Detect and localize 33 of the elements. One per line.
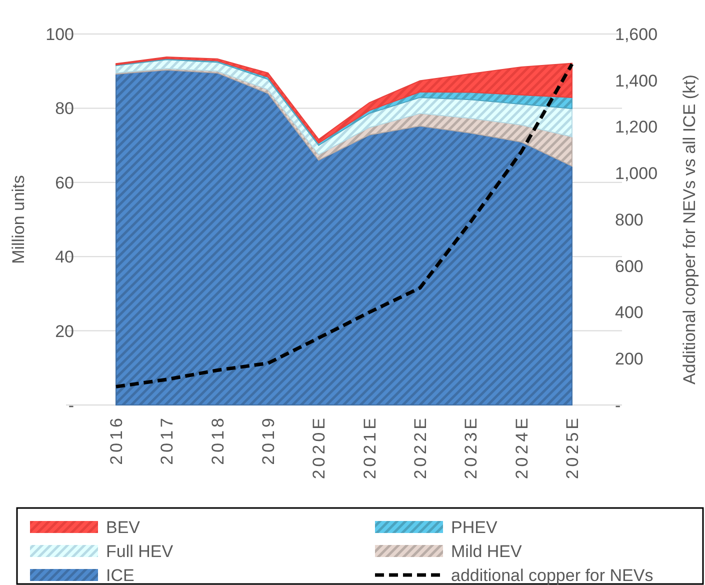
legend-label: ICE <box>106 566 134 585</box>
y-tick-label: 20 <box>55 322 74 341</box>
y2-tick-label: 1,000 <box>615 164 658 184</box>
legend-label: PHEV <box>451 518 498 537</box>
y-tick-label: - <box>68 396 74 415</box>
y-tick-label: 100 <box>46 24 74 44</box>
y2-tick-label: 1,200 <box>615 118 658 137</box>
x-tick-label: 2016 <box>106 415 126 465</box>
y-tick-label: 60 <box>55 173 74 192</box>
x-tick-label: 2017 <box>158 415 177 465</box>
y2-tick-label: 200 <box>615 350 644 369</box>
y-tick-label: 80 <box>55 99 74 118</box>
legend-label: additional copper for NEVs <box>451 566 654 585</box>
y2-axis-title: Additional copper for NEVs vs all ICE (kt) <box>680 74 699 384</box>
x-tick-label: 2025E <box>562 415 582 480</box>
x-tick-label: 2018 <box>208 415 228 465</box>
y-axis-title: Million units <box>9 175 28 264</box>
y2-tick-label: 1,400 <box>615 71 658 90</box>
x-tick-label: 2019 <box>258 415 278 465</box>
y2-tick-label: - <box>615 396 621 415</box>
y-tick-label: 40 <box>55 248 74 267</box>
x-tick-label: 2023E <box>462 415 481 480</box>
x-tick-label: 2021E <box>360 415 380 480</box>
legend-label: BEV <box>106 518 141 537</box>
legend-label: Mild HEV <box>451 542 523 561</box>
x-tick-label: 2020E <box>310 415 329 480</box>
y2-tick-label: 1,600 <box>615 24 658 44</box>
legend-label: Full HEV <box>106 542 174 561</box>
y2-tick-label: 600 <box>615 256 644 276</box>
y2-tick-label: 400 <box>615 303 644 322</box>
x-tick-label: 2024E <box>512 415 532 480</box>
y2-tick-label: 800 <box>615 210 644 230</box>
x-tick-label: 2022E <box>410 415 430 480</box>
